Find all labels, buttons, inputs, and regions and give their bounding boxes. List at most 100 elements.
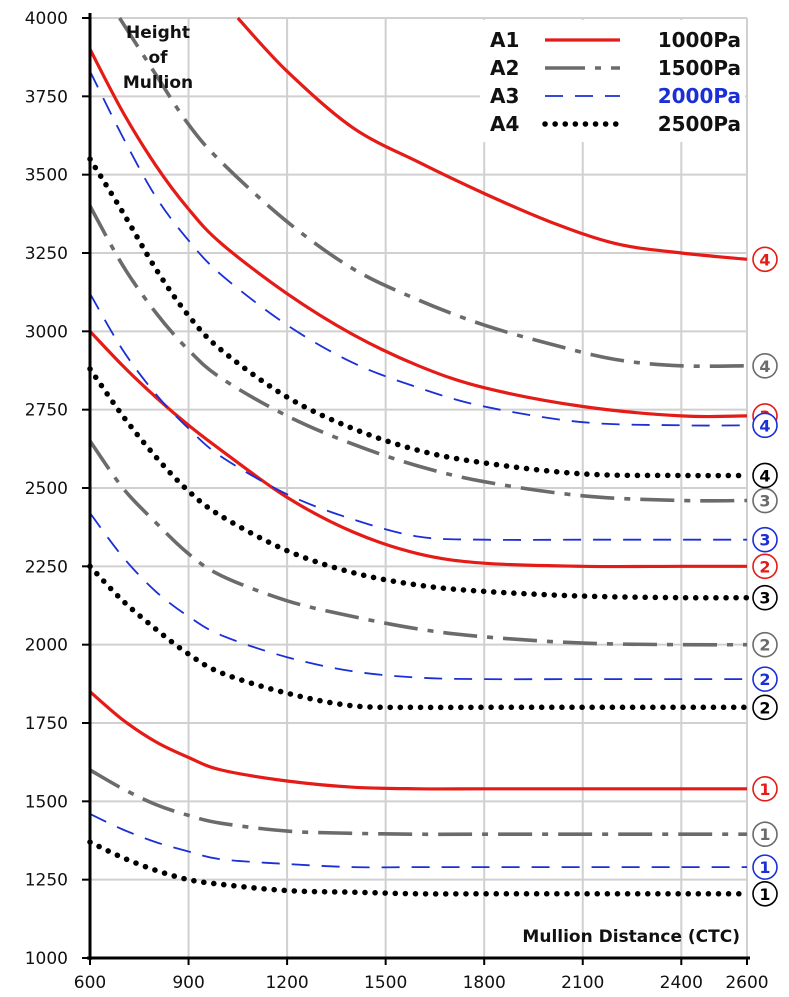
badge-a2-3: 3: [752, 487, 778, 514]
badge-circle: [752, 821, 778, 848]
x-axis-label: Mullion Distance (CTC): [522, 927, 740, 947]
badge-label: 1: [759, 825, 770, 844]
axis-labels: Height of Mullion Mullion Distance (CTC): [123, 23, 740, 947]
badge-circle: [752, 854, 778, 880]
badge-a3-2: 2: [752, 666, 778, 692]
badge-label: 2: [759, 636, 770, 655]
y-tick-label: 1000: [25, 949, 68, 969]
legend-value-a1: 1000Pa: [658, 28, 741, 52]
badge-label: 2: [759, 698, 770, 717]
y-tick-label: 2750: [25, 401, 68, 421]
x-tick-label: 1200: [265, 973, 308, 993]
badge-a1-1: 1: [752, 775, 778, 802]
legend-name-a3: A3: [490, 84, 519, 108]
badge-circle: [752, 775, 778, 802]
series-line-a2-2: [88, 439, 748, 647]
badge-a3-4: 4: [752, 412, 778, 439]
badge-circle: [752, 584, 778, 611]
tick-labels: 600 900 1200 1500 1800 2100 2400 2600 1000 1250 15…: [25, 9, 769, 993]
series-line-a1-4: [236, 16, 748, 261]
series-line-a4-2: [87, 563, 750, 711]
legend-name-a4: A4: [490, 112, 519, 136]
series-line-a1-3: [88, 48, 748, 419]
series-line-a4-1: [87, 839, 750, 897]
badge-label: 2: [759, 670, 770, 689]
y-tick-label: 4000: [25, 9, 68, 29]
badge-a3-3: 3: [752, 526, 778, 553]
badge-a4-4: 4: [752, 462, 778, 489]
legend-value-a4: 2500Pa: [658, 112, 741, 136]
badge-label: 4: [759, 250, 770, 269]
y-tick-label: 2000: [25, 636, 68, 656]
series-lines: [87, 16, 750, 897]
badge-a3-1: 1: [752, 854, 778, 880]
badge-a4-1: 1: [752, 880, 778, 907]
badge-label: 1: [759, 780, 770, 799]
badge-label: 2: [759, 557, 770, 576]
y-tick-label: 1250: [25, 871, 68, 891]
series-line-a1-1: [88, 690, 747, 791]
series-line-a4-3: [87, 366, 750, 601]
series-line-a2-1: [89, 768, 747, 837]
badge-circle: [752, 246, 778, 273]
y-tick-label: 3250: [25, 244, 68, 264]
series-line-a3-3: [89, 293, 747, 541]
badge-circle: [752, 352, 778, 379]
badge-label: 4: [759, 466, 770, 485]
badge-a2-1: 1: [752, 821, 778, 848]
legend-value-a3: 2000Pa: [658, 84, 741, 108]
badge-label: 3: [759, 531, 770, 550]
badge-circle: [752, 487, 778, 514]
badge-label: 3: [759, 492, 770, 511]
series-line-a2-3: [88, 205, 748, 503]
legend-name-a1: A1: [490, 28, 519, 52]
badge-a1-4: 4: [752, 246, 778, 273]
y-tick-label: 2500: [25, 479, 68, 499]
badge-label: 1: [759, 885, 770, 904]
series-line-a3-2: [89, 512, 747, 681]
legend-value-a2: 1500Pa: [658, 56, 741, 80]
badge-a2-2: 2: [752, 631, 778, 658]
y-axis-label-line-2: of: [148, 48, 168, 68]
series-line-a3-4: [89, 70, 748, 427]
badge-circle: [752, 412, 778, 439]
x-tick-label: 600: [74, 973, 106, 993]
badge-circle: [752, 694, 778, 721]
badge-a4-2: 2: [752, 694, 778, 721]
series-line-a3-1: [89, 813, 747, 869]
y-tick-label: 3500: [25, 166, 68, 186]
y-tick-label: 3750: [25, 87, 68, 107]
y-axis-label-line-1: Height: [126, 23, 190, 43]
badge-circle: [752, 666, 778, 692]
x-tick-label: 2100: [561, 973, 604, 993]
badge-circle: [752, 462, 778, 489]
x-tick-label: 1800: [463, 973, 506, 993]
x-tick-label: 2600: [725, 973, 768, 993]
badge-a2-4: 4: [752, 352, 778, 379]
badge-label: 3: [759, 589, 770, 608]
series-line-a2-4: [118, 17, 748, 369]
x-tick-label: 2400: [660, 973, 703, 993]
badge-label: 4: [759, 416, 770, 435]
y-axis-label-line-3: Mullion: [123, 73, 193, 93]
y-tick-label: 2250: [25, 557, 68, 577]
y-tick-label: 3000: [25, 322, 68, 342]
badge-circle: [752, 526, 778, 553]
curve-badges: 1234123412341234: [752, 246, 778, 907]
badge-circle: [752, 553, 778, 580]
x-tick-label: 1500: [364, 973, 407, 993]
badge-label: 1: [759, 858, 770, 877]
legend: A1 1000Pa A2 1500Pa A3 2000Pa A4 2500Pa: [480, 20, 745, 142]
badge-a4-3: 3: [752, 584, 778, 611]
badge-circle: [752, 880, 778, 907]
series-line-a1-2: [88, 330, 747, 569]
y-tick-label: 1750: [25, 714, 68, 734]
y-tick-label: 1500: [25, 792, 68, 812]
badge-a1-2: 2: [752, 553, 778, 580]
x-tick-label: 900: [172, 973, 204, 993]
badge-circle: [752, 631, 778, 658]
legend-name-a2: A2: [490, 56, 519, 80]
badge-label: 4: [759, 357, 770, 376]
axes: [82, 13, 750, 965]
